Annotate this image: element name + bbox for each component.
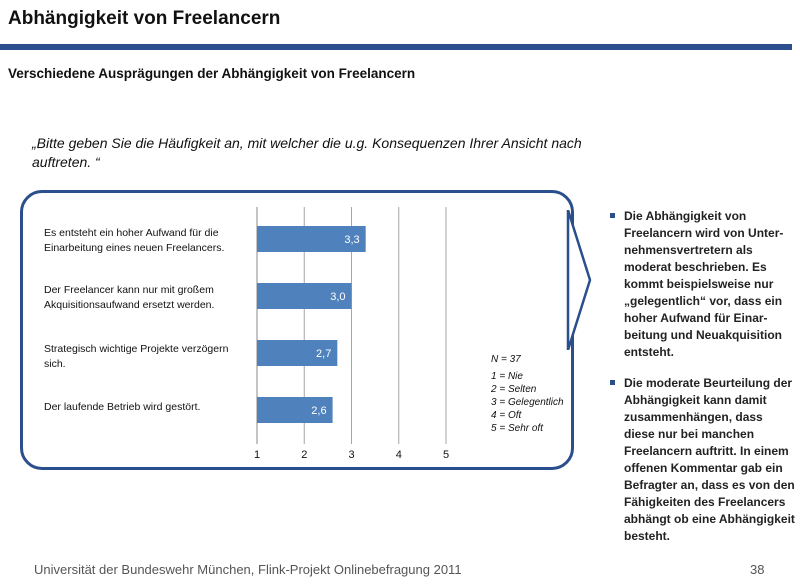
legend-item-2: 2 = Selten xyxy=(491,384,537,395)
bar xyxy=(257,226,366,252)
legend-item-1: 1 = Nie xyxy=(491,371,523,382)
page-subtitle: Verschiedene Ausprägungen der Abhängigke… xyxy=(8,66,416,81)
bullet-text-2: Die moderate Beurteilung der Abhängigkei… xyxy=(624,376,795,543)
bullet-text-1: Die Abhängigkeit von Freelancern wird vo… xyxy=(624,209,784,359)
category-label-2: Der Freelancer kann nur mit großem Akqui… xyxy=(44,284,215,311)
footer-source: Universität der Bundeswehr München, Flin… xyxy=(34,562,462,577)
x-tick-label: 3 xyxy=(348,449,354,461)
bar xyxy=(257,283,352,309)
legend-item-3: 3 = Gelegentlich xyxy=(491,397,564,408)
bar-value-label: 2,7 xyxy=(316,348,331,360)
x-tick-label: 5 xyxy=(443,449,449,461)
pointer-arrow-icon xyxy=(566,210,592,350)
page-number: 38 xyxy=(750,562,765,577)
bar xyxy=(257,340,338,366)
category-label-1: Es entsteht ein hoher Aufwand für die Ei… xyxy=(44,227,225,254)
bar xyxy=(257,397,333,423)
bar-value-label: 3,3 xyxy=(344,234,359,246)
x-tick-label: 4 xyxy=(396,449,402,461)
page-title: Abhängigkeit von Freelancern xyxy=(8,8,281,29)
bar-value-label: 2,6 xyxy=(311,405,326,417)
summary-bullets: Die Abhängigkeit von Freelancern wird vo… xyxy=(610,208,796,559)
legend-item-4: 4 = Oft xyxy=(491,410,522,421)
bullet-item: Die moderate Beurteilung der Abhängigkei… xyxy=(610,375,796,545)
category-label-4: Der laufende Betrieb wird gestört. xyxy=(44,401,201,413)
bar-value-label: 3,0 xyxy=(330,291,345,303)
legend-n: N = 37 xyxy=(491,354,521,365)
chart-legend: N = 37 1 = Nie 2 = Selten 3 = Gelegentli… xyxy=(491,353,564,435)
title-rule xyxy=(0,44,792,50)
x-tick-label: 1 xyxy=(254,449,260,461)
survey-question: „Bitte geben Sie die Häufigkeit an, mit … xyxy=(32,135,582,170)
bullet-square-icon xyxy=(610,380,615,385)
bullet-item: Die Abhängigkeit von Freelancern wird vo… xyxy=(610,208,796,361)
x-tick-label: 2 xyxy=(301,449,307,461)
bullet-square-icon xyxy=(610,213,615,218)
category-label-3: Strategisch wichtige Projekte verzögern … xyxy=(44,343,229,370)
legend-item-5: 5 = Sehr oft xyxy=(491,423,543,434)
